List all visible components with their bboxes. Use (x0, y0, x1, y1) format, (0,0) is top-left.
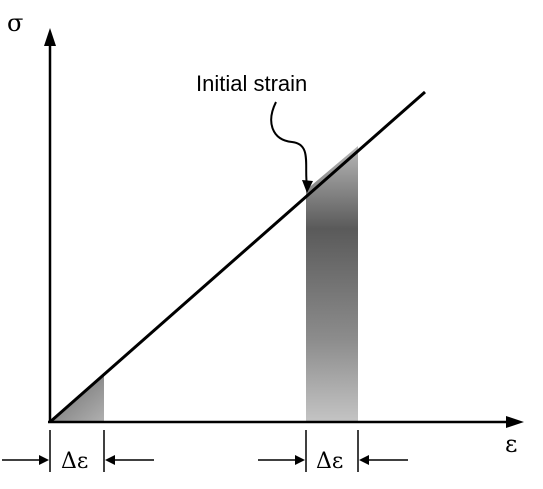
y-axis-arrowhead (44, 28, 56, 46)
initial-strain-label: Initial strain (196, 71, 307, 96)
right-increment-label: Δε (316, 449, 343, 474)
left-increment-label: Δε (61, 449, 88, 474)
annotation-leader-line (270, 101, 308, 187)
right-increment-arrowhead-in (295, 455, 305, 465)
stress-strain-line (49, 90, 426, 424)
y-axis-label: σ (7, 9, 23, 37)
left-increment-arrowhead-in (39, 455, 49, 465)
right-increment-arrowhead-out (359, 455, 369, 465)
shaded-area-increment (306, 146, 358, 422)
annotation-arrowhead (302, 180, 313, 193)
x-axis-arrowhead (506, 416, 524, 428)
x-axis-label: ε (505, 430, 517, 458)
left-increment-arrowhead-out (105, 455, 115, 465)
